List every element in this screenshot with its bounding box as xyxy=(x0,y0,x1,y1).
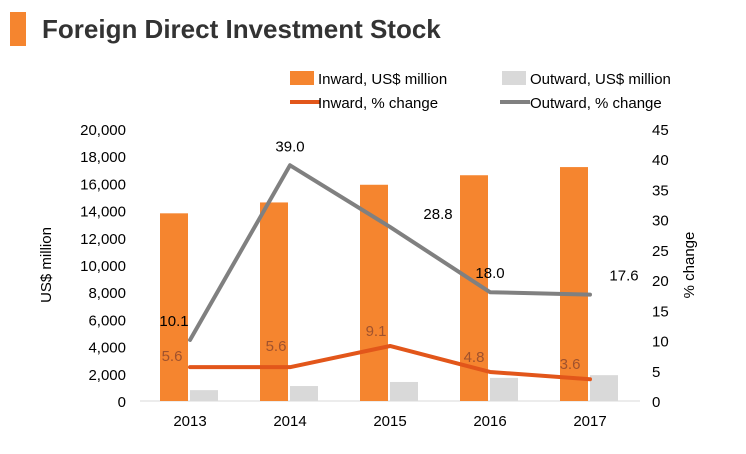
outward-change-label: 17.6 xyxy=(609,268,638,285)
inward-change-label: 4.8 xyxy=(464,349,485,366)
outward-change-label: 39.0 xyxy=(275,138,304,155)
y-axis-title: US$ million xyxy=(38,227,55,303)
legend-label-inward-bar: Inward, US$ million xyxy=(318,71,447,88)
y-tick-label: 6,000 xyxy=(88,312,126,329)
outward-bar xyxy=(390,381,418,401)
y-tick-label: 2,000 xyxy=(88,367,126,384)
x-tick-label: 2013 xyxy=(173,413,206,430)
outward-change-label: 18.0 xyxy=(475,265,504,282)
x-tick-label: 2015 xyxy=(373,413,406,430)
title-accent-bar xyxy=(10,12,26,46)
outward-change-label: 10.1 xyxy=(159,313,188,330)
inward-change-label: 3.6 xyxy=(560,356,581,373)
y2-tick-label: 40 xyxy=(652,152,669,169)
y-tick-label: 4,000 xyxy=(88,340,126,357)
outward-change-label: 28.8 xyxy=(423,206,452,223)
x-tick-label: 2014 xyxy=(273,413,306,430)
legend-swatch-outward-bar xyxy=(502,71,526,85)
legend-label-outward-bar: Outward, US$ million xyxy=(530,71,671,88)
y-tick-label: 14,000 xyxy=(80,204,126,221)
legend-label-inward-line: Inward, % change xyxy=(318,95,438,112)
legend-swatch-inward-bar xyxy=(290,71,314,85)
outward-change-line xyxy=(188,163,592,342)
y2-tick-label: 0 xyxy=(652,394,660,411)
y2-axis-title: % change xyxy=(681,232,698,299)
outward-bar xyxy=(190,390,218,401)
y2-tick-label: 20 xyxy=(652,273,669,290)
inward-change-label: 5.6 xyxy=(266,338,287,355)
outward-bar xyxy=(590,375,618,401)
y-tick-label: 18,000 xyxy=(80,149,126,166)
y2-tick-label: 10 xyxy=(652,334,669,351)
inward-bar xyxy=(560,167,588,401)
y2-tick-label: 30 xyxy=(652,213,669,230)
y2-tick-label: 35 xyxy=(652,182,669,199)
y2-tick-label: 15 xyxy=(652,303,669,320)
outward-bar xyxy=(290,386,318,401)
y2-tick-label: 25 xyxy=(652,243,669,260)
inward-bar xyxy=(260,202,288,401)
legend-label-outward-line: Outward, % change xyxy=(530,95,662,112)
y-tick-label: 12,000 xyxy=(80,231,126,248)
inward-change-label: 9.1 xyxy=(366,323,387,340)
x-tick-label: 2017 xyxy=(573,413,606,430)
outward-bar xyxy=(490,377,518,401)
x-tick-label: 2016 xyxy=(473,413,506,430)
inward-change-line xyxy=(188,343,592,382)
inward-bar xyxy=(160,213,188,401)
y-tick-label: 16,000 xyxy=(80,176,126,193)
y-tick-label: 0 xyxy=(118,394,126,411)
inward-change-label: 5.6 xyxy=(162,348,183,365)
y-tick-label: 20,000 xyxy=(80,122,126,139)
y-tick-label: 10,000 xyxy=(80,258,126,275)
chart-title: Foreign Direct Investment Stock xyxy=(42,14,441,44)
y2-tick-label: 5 xyxy=(652,364,660,381)
y-tick-label: 8,000 xyxy=(88,285,126,302)
y2-tick-label: 45 xyxy=(652,122,669,139)
